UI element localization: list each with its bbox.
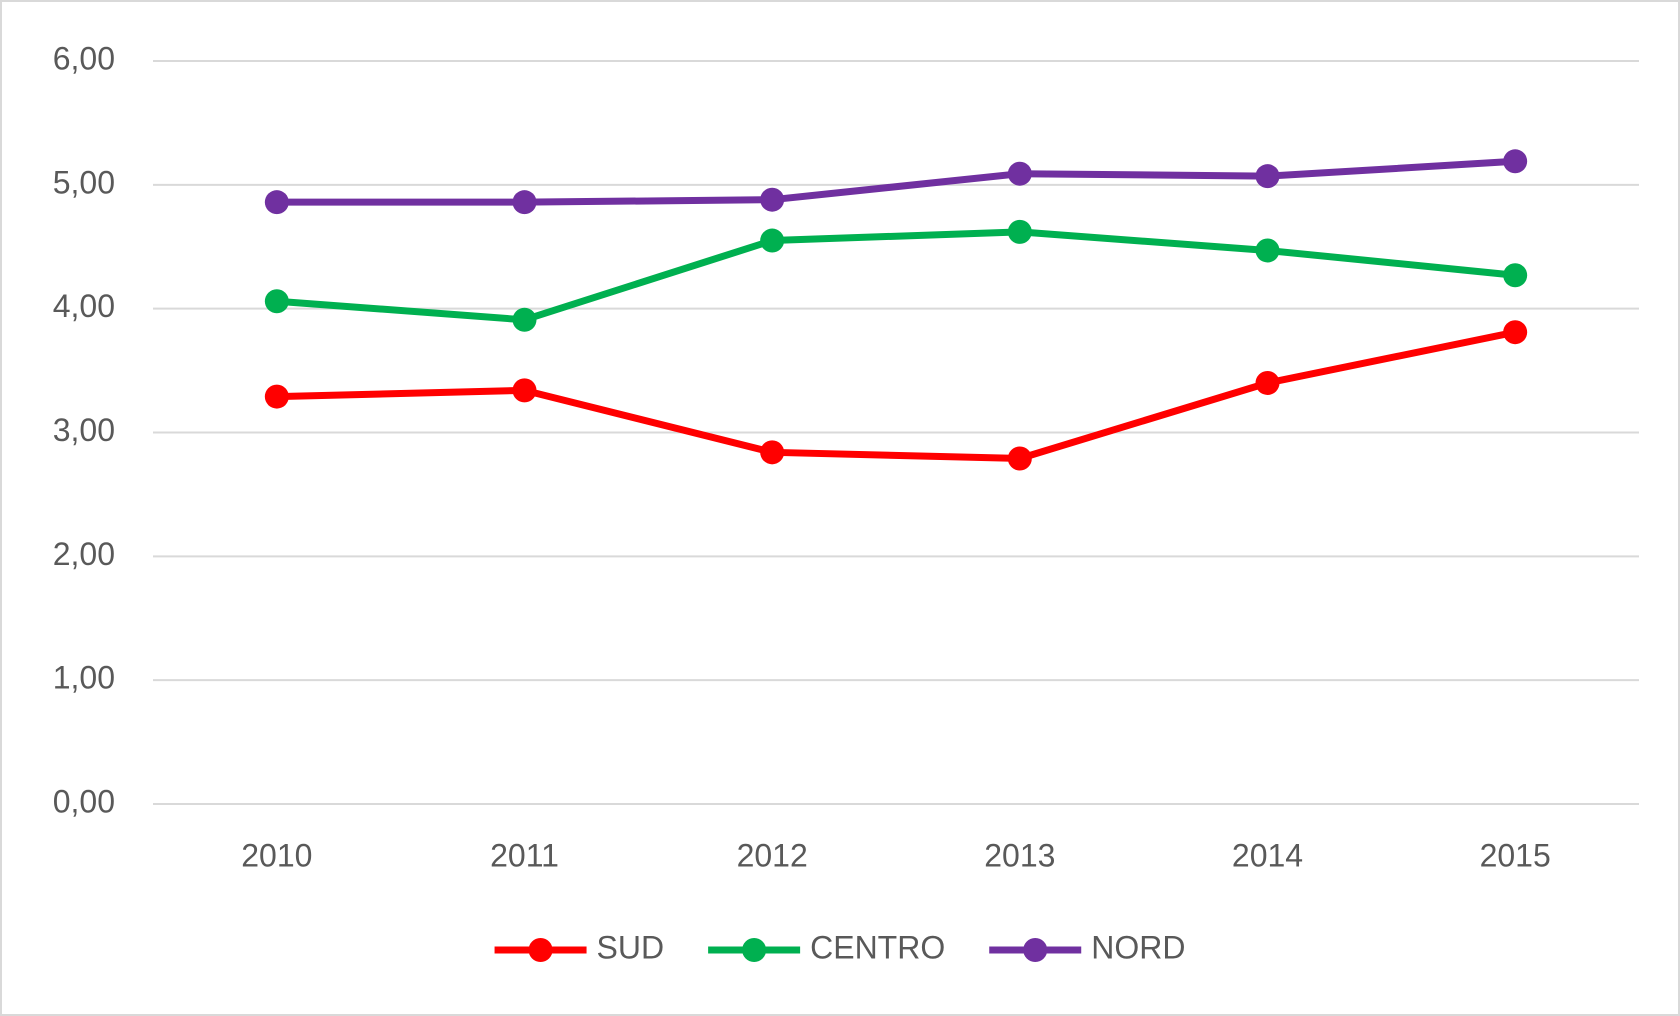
point bbox=[760, 228, 785, 253]
point bbox=[512, 190, 537, 215]
point bbox=[1007, 161, 1032, 186]
y-tick-label: 3,00 bbox=[53, 412, 115, 448]
point bbox=[1007, 219, 1032, 244]
x-tick-label: 2011 bbox=[490, 837, 559, 873]
point bbox=[1007, 446, 1032, 471]
x-tick-label: 2014 bbox=[1232, 837, 1303, 873]
point bbox=[264, 190, 289, 215]
point bbox=[1255, 164, 1280, 189]
y-tick-label: 1,00 bbox=[53, 660, 115, 696]
x-tick-label: 2015 bbox=[1480, 837, 1551, 873]
y-tick-label: 2,00 bbox=[53, 536, 115, 572]
legend-swatch-marker bbox=[742, 938, 767, 962]
point bbox=[1255, 370, 1280, 395]
point bbox=[512, 378, 537, 403]
x-tick-label: 2010 bbox=[241, 837, 312, 873]
point bbox=[760, 187, 785, 212]
series-line bbox=[276, 157, 1516, 206]
point bbox=[1255, 238, 1280, 263]
legend-label: CENTRO bbox=[810, 929, 945, 965]
series-line bbox=[276, 328, 1516, 463]
x-tick-label: 2012 bbox=[737, 837, 808, 873]
point bbox=[264, 384, 289, 409]
point bbox=[1503, 320, 1528, 345]
y-tick-label: 0,00 bbox=[53, 783, 115, 819]
point bbox=[1503, 263, 1528, 288]
point bbox=[512, 307, 537, 332]
legend-label: NORD bbox=[1091, 929, 1185, 965]
y-tick-label: 5,00 bbox=[53, 164, 115, 200]
x-tick-label: 2013 bbox=[984, 837, 1055, 873]
point bbox=[264, 289, 289, 314]
series-line bbox=[276, 228, 1516, 324]
y-tick-label: 6,00 bbox=[53, 40, 115, 76]
point bbox=[760, 440, 785, 465]
y-tick-label: 4,00 bbox=[53, 288, 115, 324]
legend-swatch-marker bbox=[528, 938, 553, 962]
point bbox=[1503, 149, 1528, 174]
legend-label: SUD bbox=[597, 929, 665, 965]
legend-swatch-marker bbox=[1023, 938, 1048, 962]
